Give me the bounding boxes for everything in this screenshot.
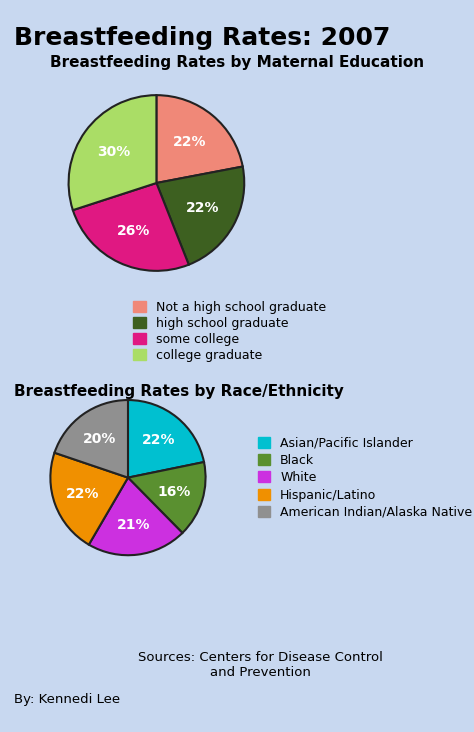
Text: 22%: 22% — [142, 433, 175, 447]
Wedge shape — [156, 95, 243, 183]
Text: 30%: 30% — [97, 145, 130, 159]
Text: 21%: 21% — [117, 518, 151, 532]
Text: 22%: 22% — [66, 488, 100, 501]
Wedge shape — [73, 183, 189, 271]
Wedge shape — [89, 477, 182, 555]
Wedge shape — [69, 95, 156, 210]
Text: 22%: 22% — [186, 201, 219, 215]
Wedge shape — [55, 400, 128, 477]
Wedge shape — [128, 400, 204, 477]
Text: Breastfeeding Rates: 2007: Breastfeeding Rates: 2007 — [14, 26, 391, 50]
Text: Sources: Centers for Disease Control
and Prevention: Sources: Centers for Disease Control and… — [138, 651, 383, 679]
Legend: Asian/Pacific Islander, Black, White, Hispanic/Latino, American Indian/Alaska Na: Asian/Pacific Islander, Black, White, Hi… — [255, 434, 474, 521]
Wedge shape — [156, 167, 244, 265]
Text: 20%: 20% — [83, 432, 117, 446]
Text: Breastfeeding Rates by Race/Ethnicity: Breastfeeding Rates by Race/Ethnicity — [14, 384, 344, 399]
Wedge shape — [50, 452, 128, 545]
Text: By: Kennedi Lee: By: Kennedi Lee — [14, 692, 120, 706]
Text: 22%: 22% — [173, 135, 207, 149]
Text: 26%: 26% — [117, 224, 151, 238]
Text: Breastfeeding Rates by Maternal Education: Breastfeeding Rates by Maternal Educatio… — [50, 55, 424, 70]
Text: 16%: 16% — [157, 485, 191, 498]
Legend: Not a high school graduate, high school graduate, some college, college graduate: Not a high school graduate, high school … — [131, 298, 328, 365]
Wedge shape — [128, 462, 206, 533]
